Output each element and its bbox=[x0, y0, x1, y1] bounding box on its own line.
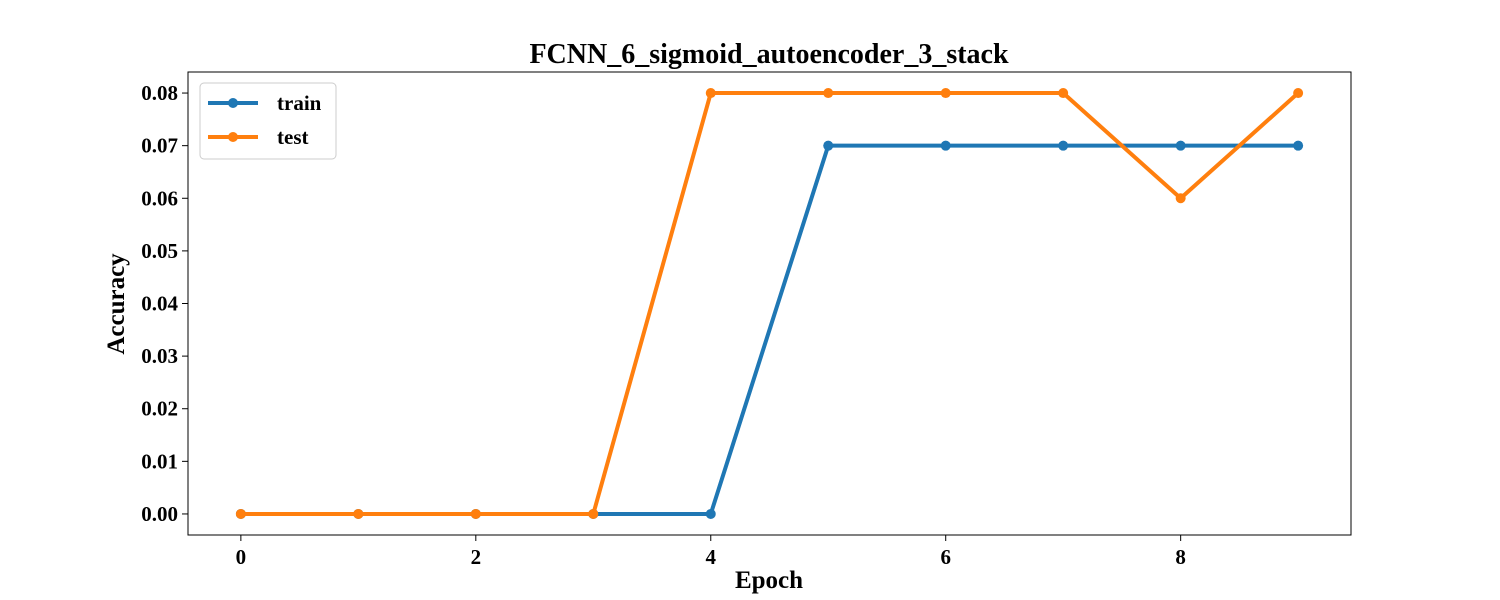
data-point-train bbox=[1293, 140, 1304, 151]
y-tick-label: 0.08 bbox=[141, 81, 178, 105]
data-point-test bbox=[1175, 193, 1186, 204]
data-point-train bbox=[1175, 140, 1186, 151]
plot-frame bbox=[187, 71, 1352, 536]
y-tick-label: 0.04 bbox=[141, 292, 178, 316]
data-point-train bbox=[705, 508, 716, 519]
data-point-train bbox=[940, 140, 951, 151]
data-point-test bbox=[470, 508, 481, 519]
legend-item-train: train bbox=[208, 91, 322, 115]
series-test bbox=[235, 88, 1304, 519]
legend-label: test bbox=[277, 125, 308, 149]
x-axis-label: Epoch bbox=[735, 567, 803, 594]
data-point-test bbox=[353, 508, 364, 519]
x-axis-ticks: 0 2 4 6 8 bbox=[236, 535, 1186, 569]
y-tick-label: 0.02 bbox=[141, 397, 178, 421]
y-tick-label: 0.03 bbox=[141, 344, 178, 368]
x-tick-label: 2 bbox=[471, 545, 482, 569]
x-tick-label: 0 bbox=[236, 545, 247, 569]
legend-label: train bbox=[277, 91, 322, 115]
data-point-train bbox=[1058, 140, 1069, 151]
y-tick-label: 0.07 bbox=[141, 134, 178, 158]
legend-swatch-marker bbox=[228, 132, 238, 142]
legend-swatch-marker bbox=[228, 98, 238, 108]
data-point-test bbox=[823, 88, 834, 99]
y-tick-label: 0.06 bbox=[141, 186, 178, 210]
y-tick-label: 0.00 bbox=[141, 502, 178, 526]
x-tick-label: 8 bbox=[1175, 545, 1186, 569]
x-tick-label: 6 bbox=[940, 545, 951, 569]
x-tick-label: 4 bbox=[706, 545, 717, 569]
data-point-train bbox=[823, 140, 834, 151]
data-point-test bbox=[1058, 88, 1069, 99]
y-axis-label: Accuracy bbox=[103, 253, 130, 355]
series-line-train bbox=[240, 143, 1299, 516]
data-point-test bbox=[235, 508, 246, 519]
chart-title: FCNN_6_sigmoid_autoencoder_3_stack bbox=[529, 39, 1009, 70]
data-point-test bbox=[705, 88, 716, 99]
plot-series bbox=[235, 88, 1304, 519]
data-point-test bbox=[588, 508, 599, 519]
data-point-test bbox=[1293, 88, 1304, 99]
legend-item-test: test bbox=[208, 125, 308, 149]
y-axis-ticks: 0.00 0.01 0.02 0.03 0.04 0.05 0.06 0.07 0.08 bbox=[141, 81, 188, 526]
y-tick-label: 0.05 bbox=[141, 239, 178, 263]
series-line-test bbox=[240, 91, 1300, 516]
y-tick-label: 0.01 bbox=[141, 449, 178, 473]
data-point-test bbox=[940, 88, 951, 99]
legend: train test bbox=[199, 82, 337, 160]
series-train bbox=[235, 140, 1304, 519]
